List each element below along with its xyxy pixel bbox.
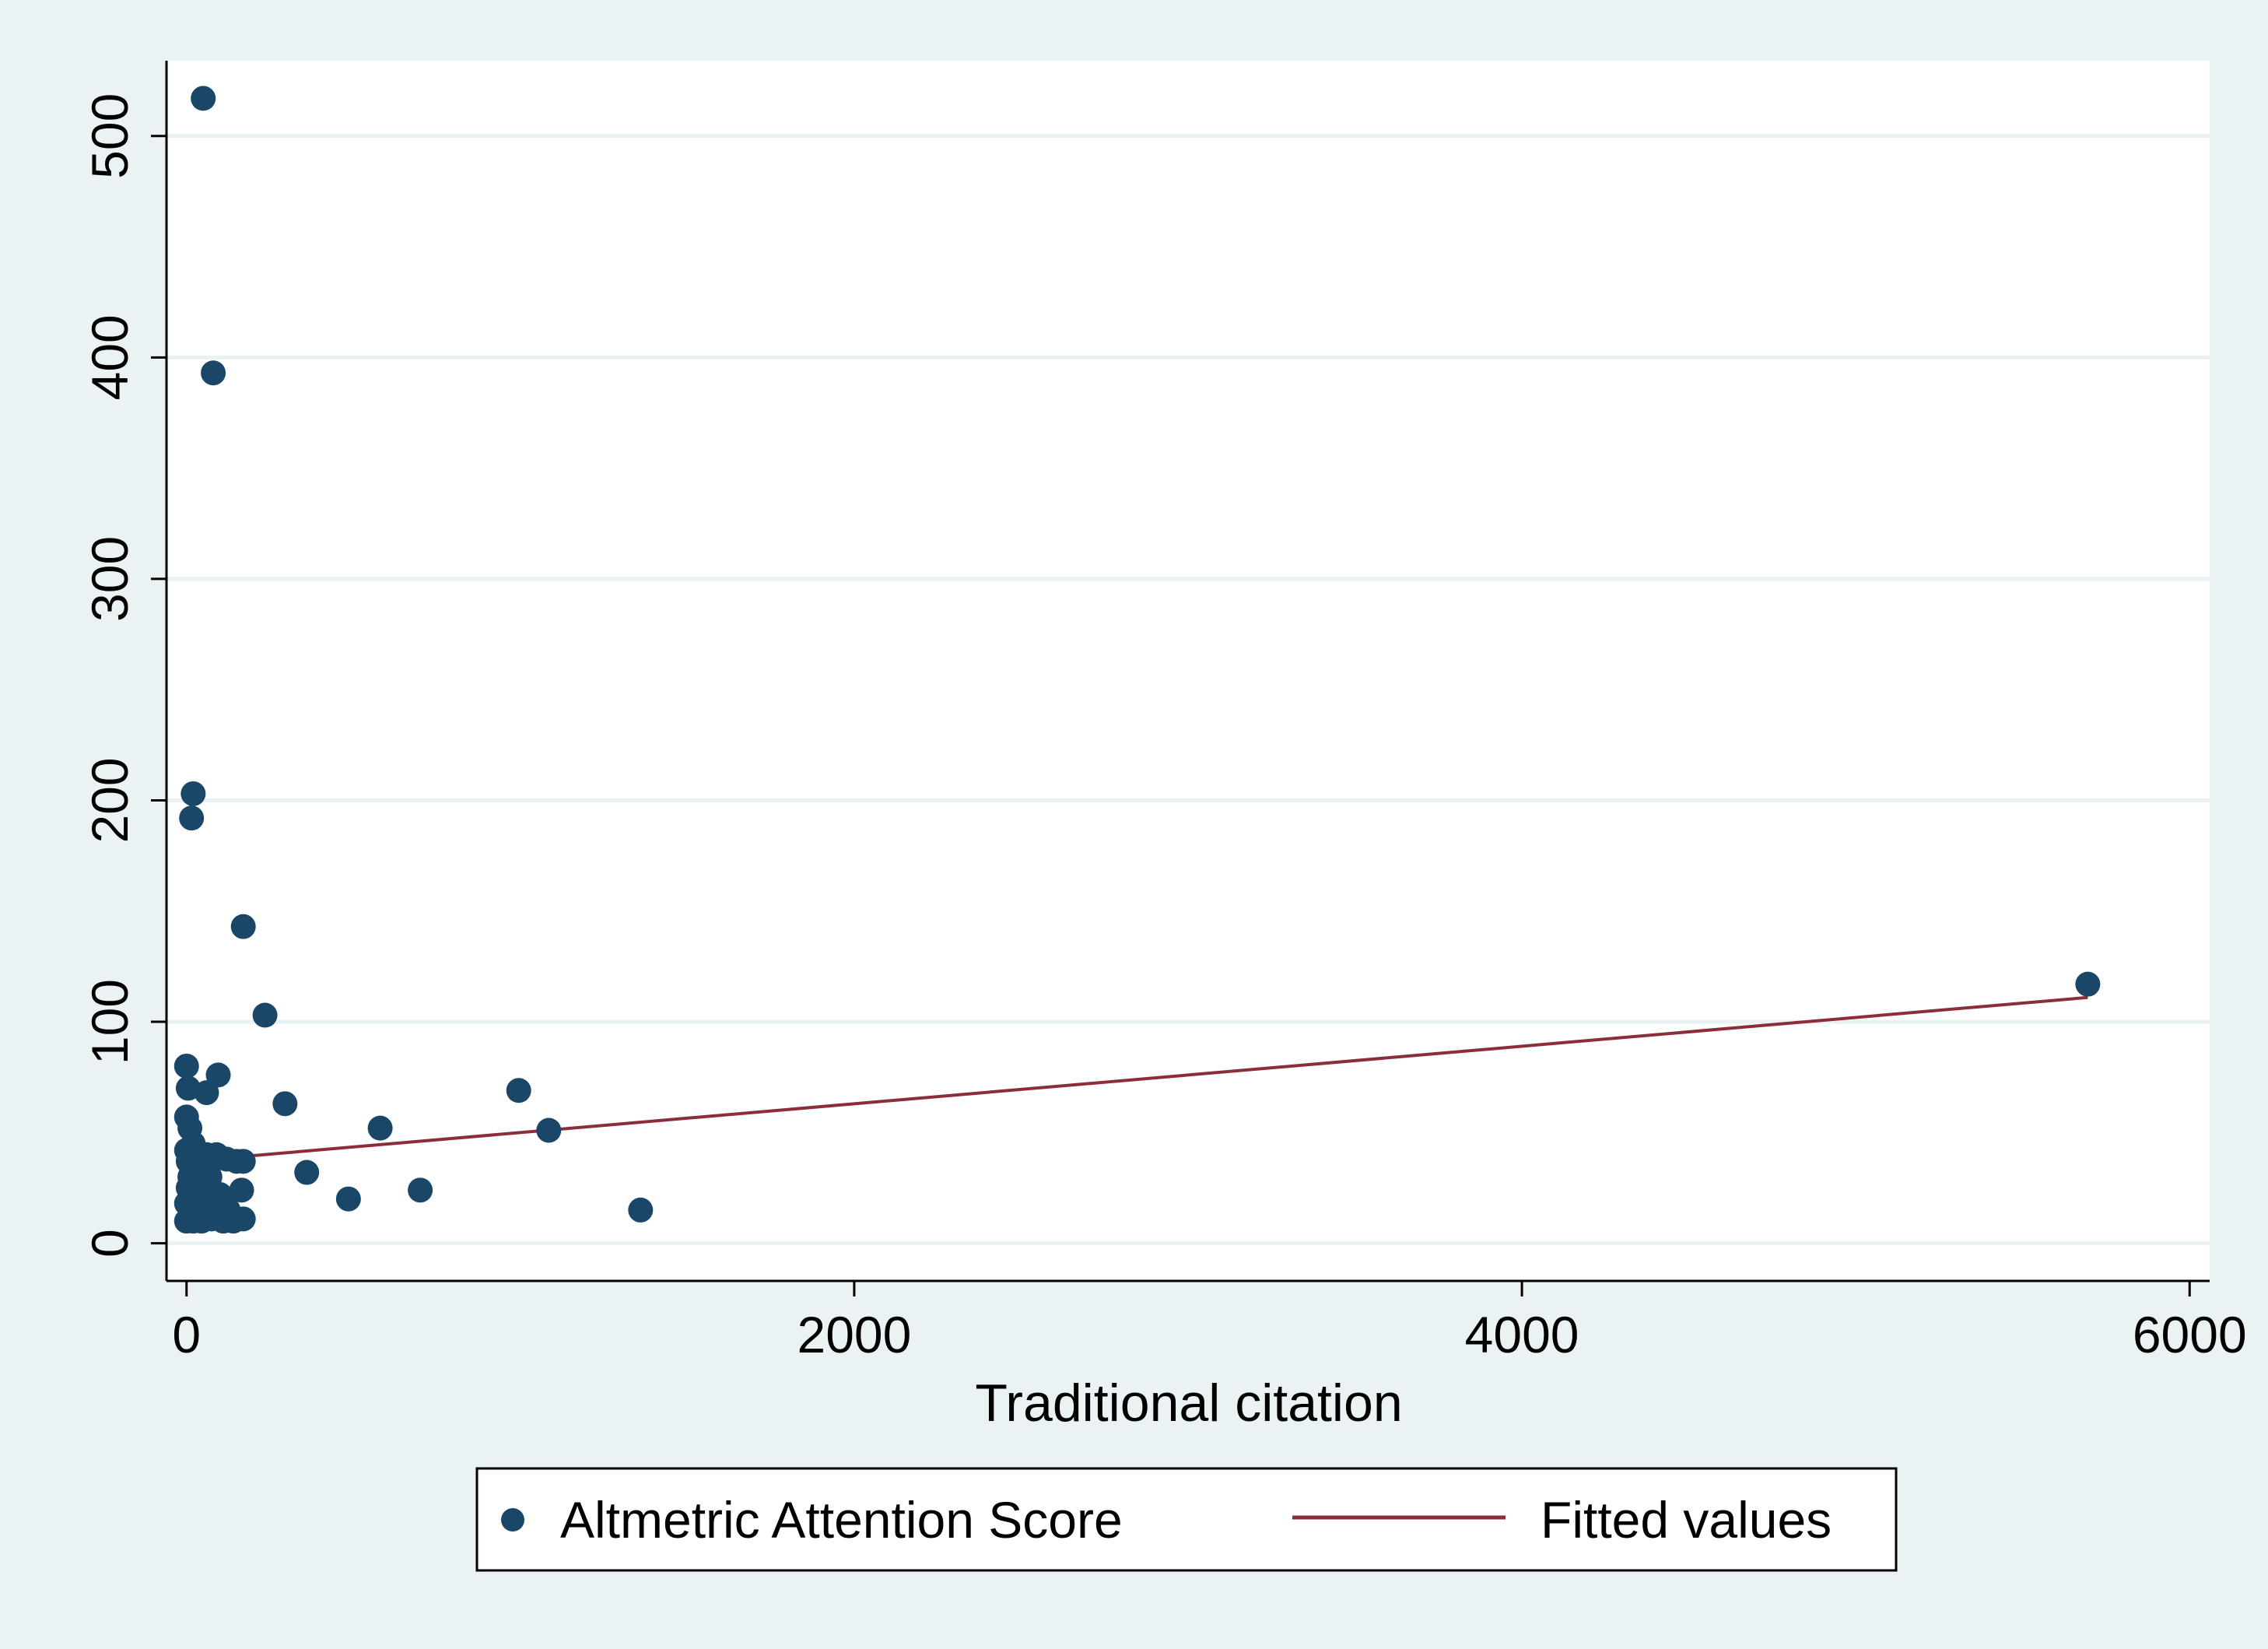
data-point-11 — [272, 1091, 298, 1117]
data-point-12 — [506, 1078, 531, 1103]
data-point-13 — [367, 1115, 393, 1141]
x-axis-title: Traditional citation — [975, 1374, 1402, 1433]
x-axis-ticks: 0 2000 4000 6000 — [172, 1281, 2247, 1363]
data-point-7 — [174, 1053, 199, 1079]
data-point-35 — [229, 1177, 254, 1203]
x-tick-label-2000: 2000 — [797, 1306, 912, 1363]
data-point-6 — [2075, 971, 2101, 997]
y-tick-label-100: 100 — [81, 979, 138, 1065]
fit-line-layer — [186, 995, 2088, 1163]
grid-lines — [167, 134, 2210, 1246]
data-point-4 — [230, 914, 256, 939]
data-point-36 — [408, 1177, 433, 1203]
y-axis-ticks: 0 100 200 300 400 500 — [81, 93, 167, 1258]
data-point-2 — [181, 781, 206, 806]
y-tick-label-300: 300 — [81, 536, 138, 622]
data-point-50 — [230, 1206, 256, 1232]
x-tick-label-6000: 6000 — [2133, 1306, 2247, 1363]
legend-marker-points — [501, 1508, 524, 1531]
data-point-27 — [294, 1160, 320, 1185]
legend-box — [475, 1467, 1898, 1572]
data-point-1 — [201, 360, 226, 386]
fit-line — [186, 995, 2088, 1163]
plot-area — [167, 61, 2210, 1281]
data-point-0 — [191, 86, 216, 111]
data-point-14 — [536, 1117, 562, 1143]
data-point-5 — [252, 1002, 278, 1028]
legend-label-points: Altmetric Attention Score — [560, 1491, 1123, 1549]
legend-label-fit-line: Fitted values — [1541, 1491, 1832, 1549]
data-point-10 — [194, 1080, 219, 1106]
data-point-38 — [628, 1197, 654, 1223]
data-point-8 — [205, 1062, 231, 1088]
y-tick-label-500: 500 — [81, 93, 138, 179]
x-tick-label-0: 0 — [172, 1306, 201, 1363]
x-tick-label-4000: 4000 — [1465, 1306, 1579, 1363]
y-tick-label-200: 200 — [81, 757, 138, 843]
data-point-26 — [230, 1149, 256, 1174]
data-point-37 — [335, 1186, 361, 1212]
legend: Altmetric Attention Score Fitted values — [475, 1467, 1898, 1572]
data-point-3 — [179, 805, 205, 831]
y-tick-label-0: 0 — [81, 1229, 138, 1258]
y-tick-label-400: 400 — [81, 314, 138, 400]
scatter-points — [174, 86, 2101, 1234]
